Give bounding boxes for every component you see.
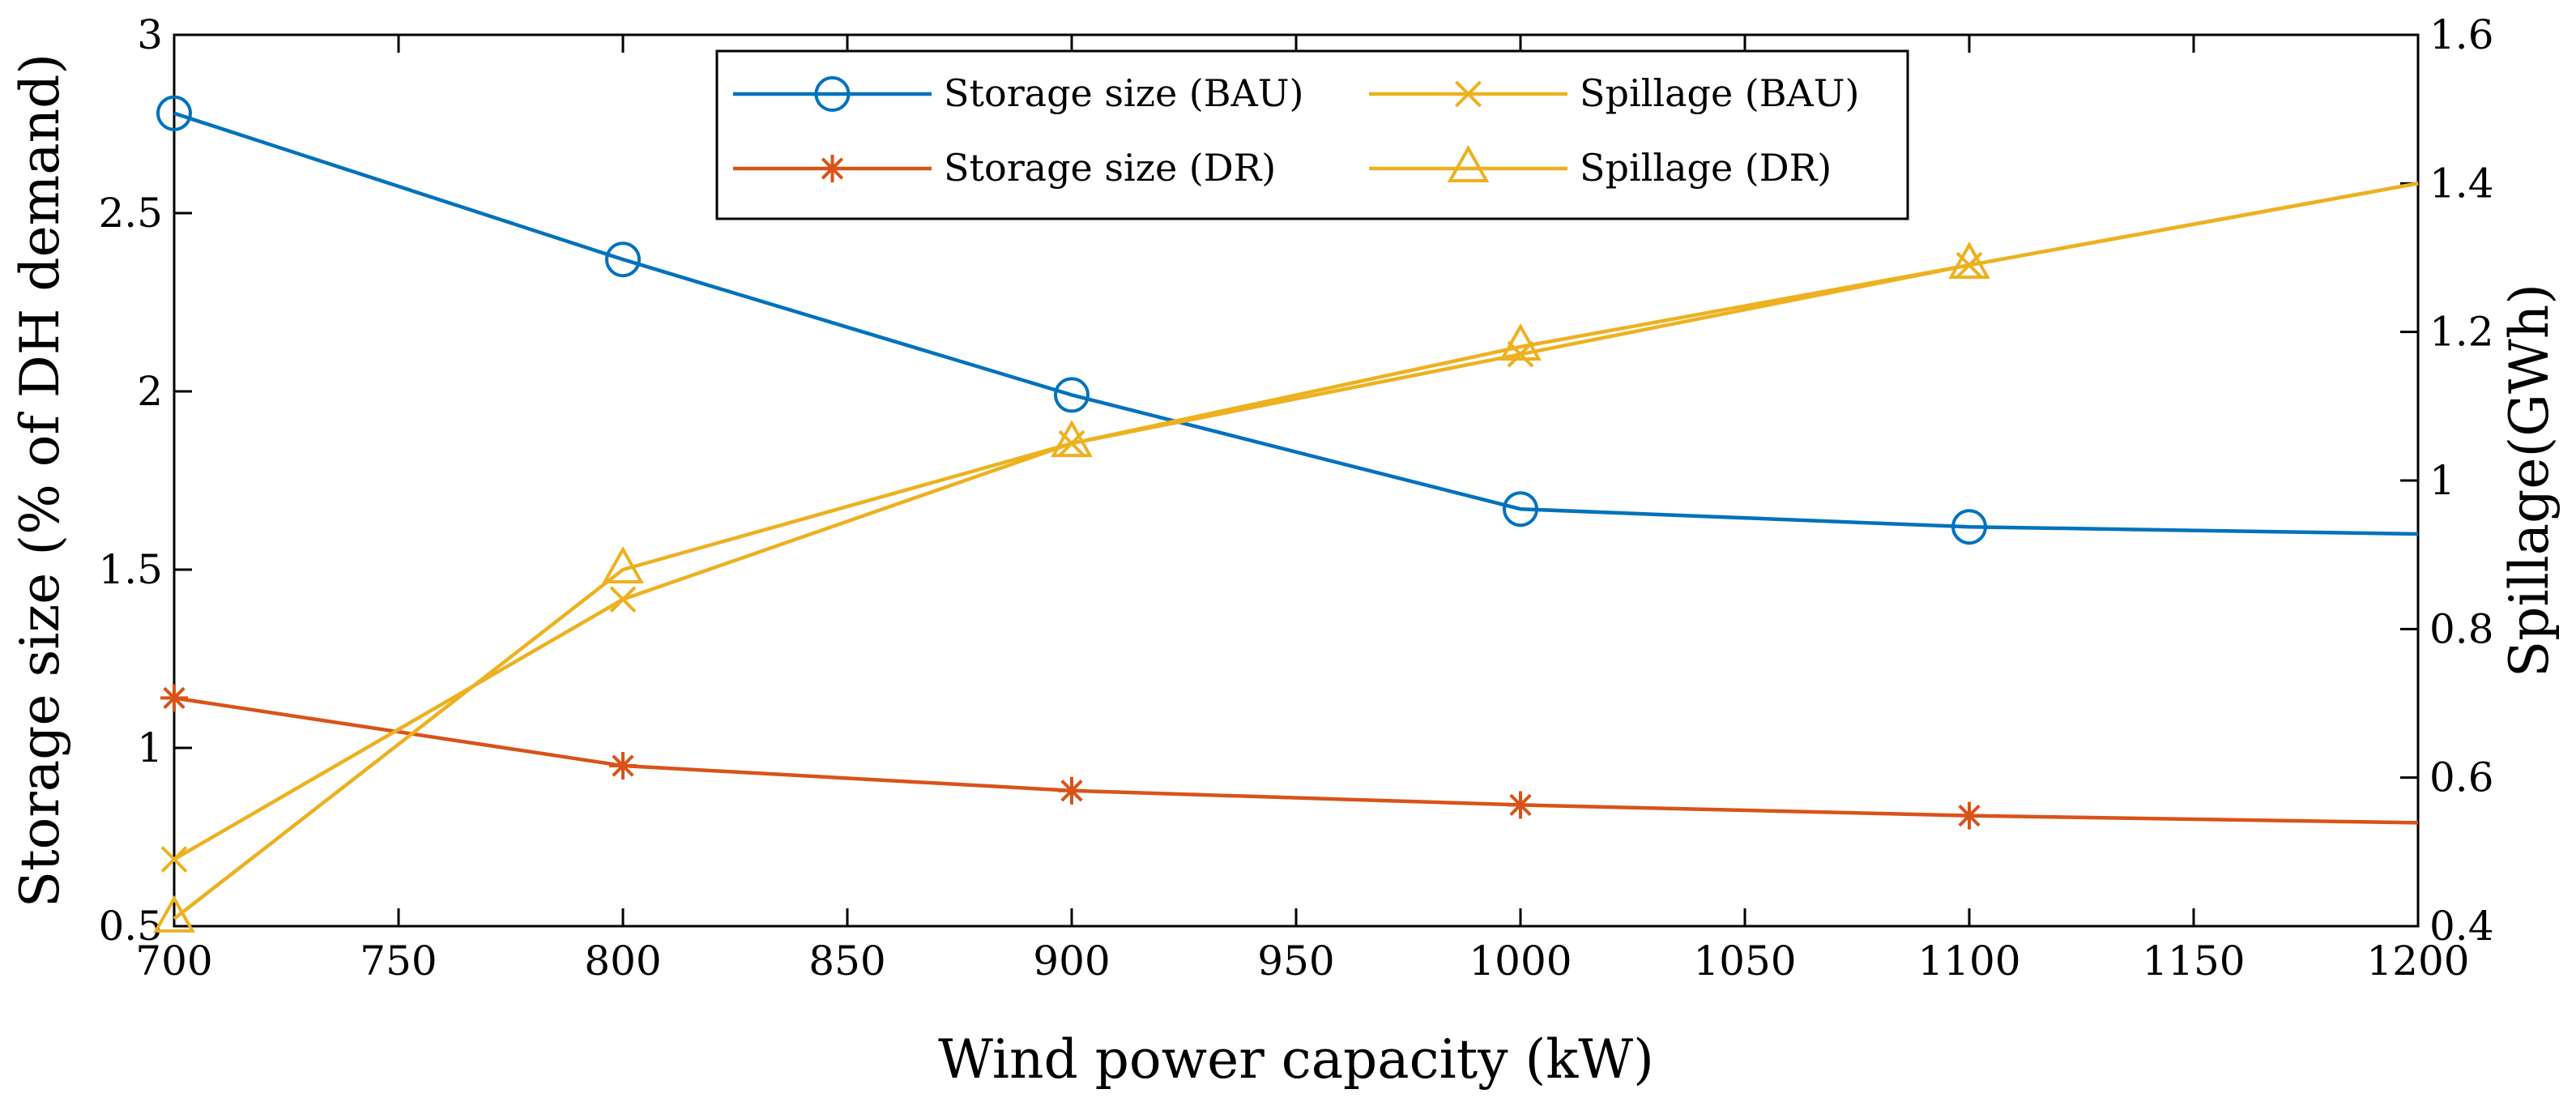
y-right-tick-label: 1 <box>2429 457 2455 504</box>
series-group <box>153 95 2419 933</box>
x-tick-label: 1000 <box>1469 938 1572 985</box>
data-point-asterisk <box>160 684 188 712</box>
legend-label-storage-dr: Storage size (DR) <box>944 146 1276 190</box>
legend-label-spillage-dr: Spillage (DR) <box>1580 146 1832 190</box>
data-point-x <box>609 586 637 613</box>
y-left-tick-label: 0.5 <box>98 903 163 950</box>
legend: Storage size (BAU) Storage size (DR) Spi… <box>715 49 1909 220</box>
y-left-tick-label: 1.5 <box>98 546 163 593</box>
data-point-triangle <box>153 895 195 933</box>
x-tick-label: 750 <box>360 938 437 985</box>
legend-marker-triangle <box>1447 144 1490 182</box>
data-point-circle <box>1951 509 1987 545</box>
y-left-tick-label: 2 <box>137 368 163 415</box>
y-axis-title-left: Storage size (% of DH demand) <box>9 53 71 908</box>
data-point-asterisk <box>1955 801 1983 830</box>
series-line-2 <box>173 182 2419 861</box>
y-right-tick-label: 1.4 <box>2429 160 2494 207</box>
data-point-x <box>160 846 188 873</box>
y-right-tick-label: 1.6 <box>2429 11 2494 58</box>
data-point-asterisk <box>609 752 637 780</box>
data-point-triangle <box>1948 241 1990 280</box>
x-tick-label: 1100 <box>1917 938 2020 985</box>
y-left-tick-label: 3 <box>137 11 163 58</box>
series-line-3 <box>173 182 2419 920</box>
data-point-asterisk <box>1507 791 1534 819</box>
x-tick-label: 1050 <box>1693 938 1796 985</box>
y-right-tick-label: 1.2 <box>2429 309 2494 356</box>
data-point-circle <box>605 241 641 278</box>
legend-items <box>733 76 1567 182</box>
legend-box <box>715 49 1909 220</box>
legend-marker-x <box>1455 80 1482 108</box>
legend-label-storage-bau: Storage size (BAU) <box>944 71 1303 115</box>
x-tick-label: 1150 <box>2142 938 2245 985</box>
y-right-tick-label: 0.8 <box>2429 605 2494 652</box>
series-line-1 <box>173 696 2419 825</box>
y-axis-title-right: Spillage(GWh) <box>2498 284 2561 677</box>
legend-marker-circle <box>814 76 851 112</box>
legend-label-spillage-bau: Spillage (BAU) <box>1580 71 1860 115</box>
y-right-tick-label: 0.6 <box>2429 754 2494 801</box>
data-point-circle <box>1503 491 1538 528</box>
series-line-0 <box>173 111 2419 536</box>
x-tick-label: 800 <box>584 938 661 985</box>
data-point-asterisk <box>1058 776 1085 805</box>
tick-group: 700 750 800 850 900 950 1000 1050 1100 1150 12000.… <box>98 11 2493 985</box>
data-point-circle <box>156 95 192 131</box>
y-right-tick-label: 0.4 <box>2429 903 2494 950</box>
x-tick-label: 850 <box>808 938 885 985</box>
data-point-triangle <box>1499 322 1542 361</box>
legend-marker-asterisk <box>818 155 847 182</box>
data-point-triangle <box>602 545 644 583</box>
x-tick-label: 1200 <box>2366 938 2469 985</box>
data-point-triangle <box>1051 420 1093 458</box>
x-tick-label: 700 <box>135 938 212 985</box>
x-tick-label: 950 <box>1257 938 1334 985</box>
x-axis-title: Wind power capacity (kW) <box>938 1028 1654 1091</box>
y-left-tick-label: 1 <box>137 724 163 771</box>
x-tick-label: 900 <box>1033 938 1110 985</box>
data-point-circle <box>1054 377 1090 413</box>
y-left-tick-label: 2.5 <box>98 190 163 237</box>
